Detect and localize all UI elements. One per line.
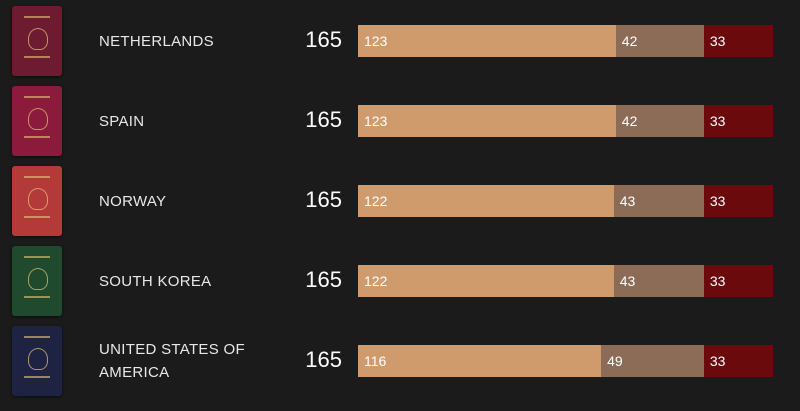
total-score: 165 — [305, 107, 342, 132]
country-name: UNITED STATES OF AMERICA — [99, 341, 245, 381]
passport-image — [12, 246, 62, 316]
value-label: 33 — [709, 193, 726, 209]
row: NETHERLANDS 165 123 42 33 — [0, 1, 800, 81]
value-label: 122 — [364, 273, 388, 289]
passport-line — [24, 136, 50, 138]
bar: 122 43 33 — [0, 185, 800, 217]
total-score: 165 — [305, 27, 342, 52]
country-name: SPAIN — [99, 112, 145, 130]
value-label: 33 — [709, 353, 726, 369]
bar-segment — [358, 265, 614, 297]
total-score: 165 — [305, 267, 342, 292]
passport-line — [24, 376, 50, 378]
value-label: 43 — [619, 193, 636, 209]
passport-line — [24, 176, 50, 178]
bar-segment — [358, 345, 602, 377]
bar: 123 42 33 — [0, 25, 800, 57]
passport-image — [12, 166, 62, 236]
bar-segment — [358, 105, 616, 137]
emblem — [28, 348, 48, 370]
bar-segment — [358, 185, 614, 217]
passport-line — [24, 216, 50, 218]
value-label: 123 — [364, 113, 388, 129]
emblem — [28, 108, 48, 130]
value-label: 43 — [619, 273, 636, 289]
bar-segment — [703, 185, 773, 217]
value-label: 123 — [364, 33, 388, 49]
bar-segment — [613, 265, 704, 297]
value-label: 42 — [621, 33, 638, 49]
passport-line — [24, 296, 50, 298]
value-label: 42 — [621, 113, 638, 129]
value-label: 33 — [709, 33, 726, 49]
total-score: 165 — [305, 187, 342, 212]
country-name: SOUTH KOREA — [99, 272, 212, 290]
country-name: NORWAY — [99, 192, 167, 210]
value-label: 33 — [709, 113, 726, 129]
bar: 122 43 33 — [0, 265, 800, 297]
bar: 123 42 33 — [0, 105, 800, 137]
country-name: NETHERLANDS — [99, 32, 214, 50]
bar-segment — [615, 25, 704, 57]
emblem — [28, 188, 48, 210]
row: SOUTH KOREA 165 122 43 33 — [0, 241, 800, 321]
passport-line — [24, 96, 50, 98]
bar-segment — [703, 345, 773, 377]
bar-segment — [613, 185, 704, 217]
passport-image — [12, 6, 62, 76]
bar-segment — [703, 105, 773, 137]
emblem — [28, 268, 48, 290]
value-label: 116 — [364, 353, 387, 369]
passport-image — [12, 326, 62, 396]
passport-line — [24, 336, 50, 338]
passport-line — [24, 16, 50, 18]
bar: 116 49 33 — [0, 345, 800, 377]
total-score: 165 — [305, 347, 342, 372]
bar-segment — [703, 25, 773, 57]
passport-line — [24, 56, 50, 58]
bar-segment — [703, 265, 773, 297]
value-label: 122 — [364, 193, 388, 209]
passport-line — [24, 256, 50, 258]
emblem — [28, 28, 48, 50]
row: NORWAY 165 122 43 33 — [0, 161, 800, 241]
row: UNITED STATES OF AMERICA 165 116 49 33 — [0, 321, 800, 401]
bar-segment — [358, 25, 616, 57]
bar-segment — [601, 345, 704, 377]
row: SPAIN 165 123 42 33 — [0, 81, 800, 161]
value-label: 33 — [709, 273, 726, 289]
passport-image — [12, 86, 62, 156]
value-label: 49 — [607, 353, 623, 369]
bar-segment — [615, 105, 704, 137]
